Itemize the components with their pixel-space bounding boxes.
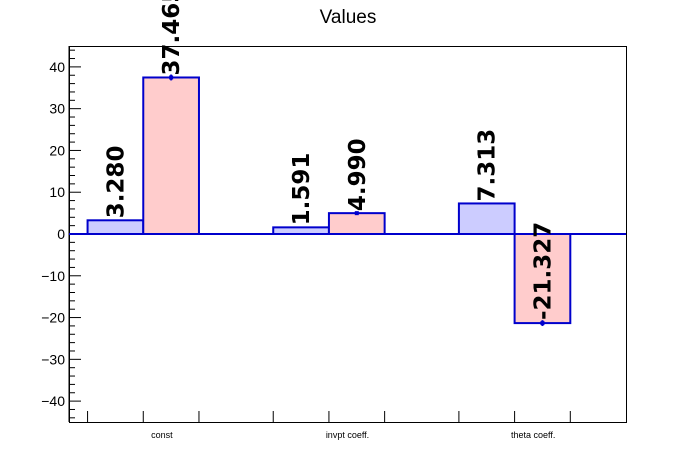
chart-title: Values [320, 7, 377, 28]
category-label: invpt coeff. [326, 430, 369, 440]
bar [142, 76, 200, 235]
value-labels: 3.280 1.591 7.313 37.465 4.990 -21.327 [103, 0, 556, 320]
y-tick-label: 30 [49, 101, 65, 117]
value-label: 4.990 [345, 138, 371, 211]
value-label: -21.327 [530, 222, 556, 320]
value-label: 37.465 [159, 0, 185, 75]
value-label: 3.280 [103, 146, 129, 219]
y-axis: −40 −30 −20 −10 0 10 20 30 40 [41, 46, 81, 422]
bar [86, 219, 145, 236]
category-label: theta coeff. [511, 430, 555, 440]
category-label: const [151, 430, 173, 440]
x-axis: const invpt coeff. theta coeff. [87, 411, 571, 440]
y-tick-label: −30 [41, 351, 65, 367]
y-tick-label: −10 [41, 268, 65, 284]
y-tick-label: 0 [57, 226, 65, 242]
y-tick-label: 10 [49, 184, 65, 200]
bar [457, 202, 516, 235]
y-tick-label: 20 [49, 142, 65, 158]
y-tick-label: −20 [41, 310, 65, 326]
y-tick-label: 40 [49, 59, 65, 75]
bar [513, 233, 572, 325]
error-marker [169, 75, 174, 80]
error-marker [354, 211, 359, 216]
value-label: 7.313 [475, 129, 501, 202]
bar [327, 212, 386, 236]
error-marker [540, 321, 545, 326]
value-label: 1.591 [289, 153, 315, 226]
y-tick-label: −40 [41, 393, 65, 409]
